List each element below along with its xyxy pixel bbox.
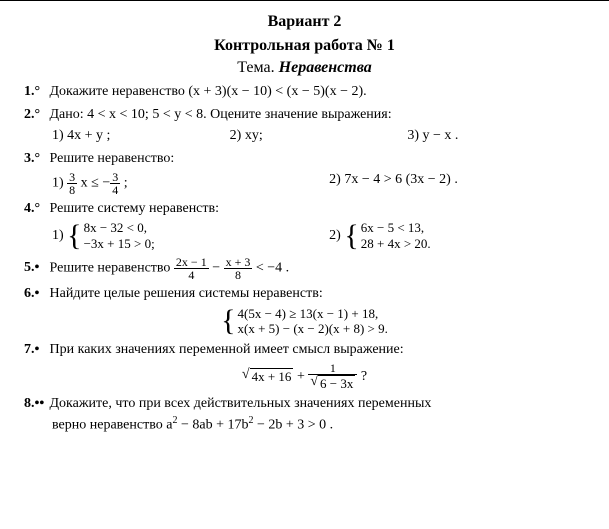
frac-den: 4 — [110, 183, 120, 196]
frac-num: 3 — [110, 171, 120, 183]
frac-den: √6 − 3x — [308, 374, 357, 392]
task-4a-l2: −3x + 15 > 0; — [84, 236, 155, 252]
task-6-l2: x(x + 5) − (x − 2)(x + 8) > 9. — [238, 321, 388, 337]
task-4b-pre: 2) — [329, 228, 344, 243]
task-3-num: 3.° — [24, 150, 46, 169]
task-6-system: { 4(5x − 4) ≥ 13(x − 1) + 18, x(x + 5) −… — [221, 306, 388, 337]
task-5-frac1: 2x − 14 — [174, 256, 209, 281]
sqrt-2-arg: 6 − 3x — [318, 375, 355, 392]
task-2c: 3) y − x . — [407, 127, 585, 146]
brace-icon: { — [67, 221, 81, 251]
task-3a-post: ; — [120, 175, 127, 190]
task-4-text: Решите систему неравенств: — [50, 201, 220, 216]
task-4a-l1: 8x − 32 < 0, — [84, 220, 155, 236]
task-4b-l1: 6x − 5 < 13, — [361, 220, 431, 236]
task-3b: 2) 7x − 4 > 6 (3x − 2) . — [329, 171, 585, 196]
task-6-system-wrap: { 4(5x − 4) ≥ 13(x − 1) + 18, x(x + 5) −… — [24, 306, 585, 337]
system-lines: 8x − 32 < 0, −3x + 15 > 0; — [84, 220, 155, 251]
task-4a-pre: 1) — [52, 228, 67, 243]
frac-num: x + 3 — [224, 256, 253, 268]
task-5-post: < −4 . — [252, 260, 289, 275]
task-5-frac2: x + 38 — [224, 256, 253, 281]
task-3a-pre: 1) — [52, 175, 67, 190]
task-6-l1: 4(5x − 4) ≥ 13(x − 1) + 18, — [238, 306, 388, 322]
task-4b-l2: 28 + 4x > 20. — [361, 236, 431, 252]
task-3-text: Решите неравенство: — [50, 151, 175, 166]
task-6-num: 6.• — [24, 285, 46, 304]
system-lines: 6x − 5 < 13, 28 + 4x > 20. — [361, 220, 431, 251]
frac-den: 8 — [67, 183, 77, 196]
page: Вариант 2 Контрольная работа № 1 Тема. Н… — [0, 0, 609, 448]
task-1: 1.° Докажите неравенство (x + 3)(x − 10)… — [24, 83, 585, 102]
brace-icon: { — [221, 306, 235, 336]
variant-heading: Вариант 2 — [24, 13, 585, 31]
task-4b: 2) { 6x − 5 < 13, 28 + 4x > 20. — [329, 220, 585, 251]
task-1-text: Докажите неравенство (x + 3)(x − 10) < (… — [50, 84, 367, 99]
system-lines: 4(5x − 4) ≥ 13(x − 1) + 18, x(x + 5) − (… — [238, 306, 388, 337]
frac-num: 1 — [308, 362, 357, 374]
task-4a-system: { 8x − 32 < 0, −3x + 15 > 0; — [67, 220, 155, 251]
task-3: 3.° Решите неравенство: 1) 38 x ≤ −34 ; … — [24, 150, 585, 196]
sqrt-2: √6 − 3x — [310, 375, 355, 392]
radical-icon: √ — [310, 375, 318, 389]
frac-den: 8 — [224, 268, 253, 281]
task-2-num: 2.° — [24, 106, 46, 125]
sqrt-1: √4x + 16 — [242, 368, 294, 385]
task-6: 6.• Найдите целые решения системы нераве… — [24, 285, 585, 337]
theme-label: Тема. — [237, 59, 274, 76]
task-5-num: 5.• — [24, 259, 46, 278]
task-4a: 1) { 8x − 32 < 0, −3x + 15 > 0; — [52, 220, 329, 251]
task-8-num: 8.•• — [24, 395, 46, 414]
task-8-line2: верно неравенство a2 − 8ab + 17b2 − 2b +… — [52, 414, 585, 436]
task-5: 5.• Решите неравенство 2x − 14 − x + 38 … — [24, 256, 585, 281]
task-7: 7.• При каких значениях переменной имеет… — [24, 341, 585, 391]
task-7-expr: √4x + 16 + 1√6 − 3x ? — [24, 362, 585, 392]
task-5-text: Решите неравенство — [50, 260, 174, 275]
task-8-pre: верно неравенство a — [52, 418, 172, 433]
task-1-num: 1.° — [24, 83, 46, 102]
theme-line: Тема. Неравенства — [24, 59, 585, 77]
task-2-text: Дано: 4 < x < 10; 5 < y < 8. Оцените зна… — [50, 107, 392, 122]
task-3-subs: 1) 38 x ≤ −34 ; 2) 7x − 4 > 6 (3x − 2) . — [52, 171, 585, 196]
task-2a: 1) 4x + y ; — [52, 127, 230, 146]
task-7-q: ? — [357, 369, 367, 384]
radical-icon: √ — [242, 368, 250, 382]
work-title: Контрольная работа № 1 — [24, 37, 585, 55]
task-8: 8.•• Докажите, что при всех действительн… — [24, 395, 585, 435]
task-4: 4.° Решите систему неравенств: 1) { 8x −… — [24, 200, 585, 252]
task-7-text: При каких значениях переменной имеет смы… — [50, 342, 404, 357]
task-6-text: Найдите целые решения системы неравенств… — [50, 286, 323, 301]
task-8-post: − 2b + 3 > 0 . — [253, 418, 333, 433]
task-7-plus: + — [293, 369, 308, 384]
task-7-frac: 1√6 − 3x — [308, 362, 357, 392]
frac-den: 4 — [174, 268, 209, 281]
task-4-subs: 1) { 8x − 32 < 0, −3x + 15 > 0; 2) { 6x … — [52, 220, 585, 251]
task-7-num: 7.• — [24, 341, 46, 360]
task-2: 2.° Дано: 4 < x < 10; 5 < y < 8. Оцените… — [24, 106, 585, 146]
task-2b: 2) xy; — [230, 127, 408, 146]
task-3a-frac2: 34 — [110, 171, 120, 196]
task-2-subs: 1) 4x + y ; 2) xy; 3) y − x . — [52, 127, 585, 146]
task-3a-frac1: 38 — [67, 171, 77, 196]
task-8-text: Докажите, что при всех действительных зн… — [50, 396, 432, 411]
brace-icon: { — [344, 221, 358, 251]
task-4-num: 4.° — [24, 200, 46, 219]
task-3a: 1) 38 x ≤ −34 ; — [52, 171, 329, 196]
frac-num: 3 — [67, 171, 77, 183]
task-4b-system: { 6x − 5 < 13, 28 + 4x > 20. — [344, 220, 430, 251]
task-5-mid: − — [209, 260, 224, 275]
frac-num: 2x − 1 — [174, 256, 209, 268]
task-8-mid1: − 8ab + 17b — [177, 418, 248, 433]
task-3a-mid: x ≤ − — [77, 175, 110, 190]
sqrt-1-arg: 4x + 16 — [250, 368, 294, 385]
theme-topic: Неравенства — [279, 59, 372, 76]
